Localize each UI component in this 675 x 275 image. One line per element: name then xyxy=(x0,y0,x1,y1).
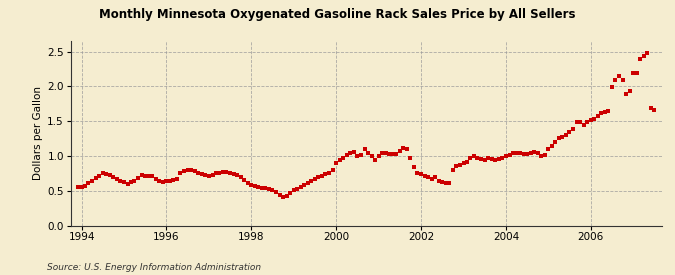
Text: Source: U.S. Energy Information Administration: Source: U.S. Energy Information Administ… xyxy=(47,263,261,272)
Text: Monthly Minnesota Oxygenated Gasoline Rack Sales Price by All Sellers: Monthly Minnesota Oxygenated Gasoline Ra… xyxy=(99,8,576,21)
Y-axis label: Dollars per Gallon: Dollars per Gallon xyxy=(33,86,43,180)
